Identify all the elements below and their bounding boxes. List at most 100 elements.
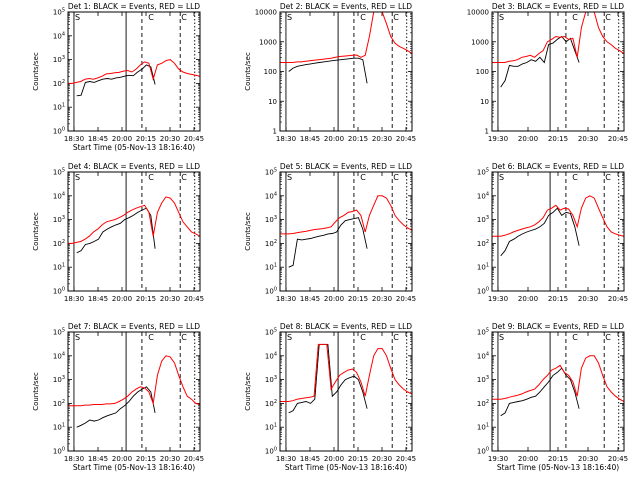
y-tick-label: 100 bbox=[476, 68, 489, 76]
y-axis-label: Counts/sec bbox=[32, 52, 40, 91]
x-tick-label: 18:30 bbox=[276, 295, 296, 303]
y-tick-label: 103 bbox=[477, 215, 489, 224]
lld-series-line bbox=[280, 195, 413, 235]
marker-label: C bbox=[605, 13, 611, 22]
y-tick-label: 10000 bbox=[467, 9, 489, 17]
panel-title: Det 8: BLACK = Events, RED = LLD bbox=[280, 322, 412, 331]
y-tick-label: 1000 bbox=[471, 38, 489, 46]
y-tick-label: 101 bbox=[477, 263, 489, 272]
y-axis-label: Counts/sec bbox=[244, 52, 252, 91]
marker-label: C bbox=[181, 333, 187, 342]
y-tick-label: 102 bbox=[53, 79, 65, 88]
plot-frame bbox=[67, 331, 201, 452]
y-tick-label: 1 bbox=[273, 128, 277, 136]
y-tick-label: 104 bbox=[53, 31, 65, 40]
marker-label: C bbox=[360, 173, 366, 182]
y-tick-label: 104 bbox=[53, 191, 65, 200]
plot-frame bbox=[279, 11, 413, 132]
y-tick-label: 105 bbox=[265, 328, 277, 337]
x-tick-label: 19:30 bbox=[488, 455, 508, 463]
events-series-line bbox=[76, 386, 156, 428]
panel-det-5: Det 5: BLACK = Events, RED = LLD Counts/s… bbox=[244, 162, 416, 303]
lld-series-line bbox=[492, 355, 625, 402]
marker-label: C bbox=[393, 13, 399, 22]
y-axis-label: Counts/sec bbox=[244, 372, 252, 411]
marker-label: C bbox=[148, 13, 154, 22]
marker-label: S bbox=[499, 333, 504, 342]
y-tick-label: 102 bbox=[265, 399, 277, 408]
marker-label: S bbox=[75, 13, 80, 22]
x-tick-label: 20:30 bbox=[578, 455, 598, 463]
x-tick-label: 20:00 bbox=[112, 455, 132, 463]
x-tick-label: 20:15 bbox=[348, 135, 368, 143]
x-tick-label: 20:00 bbox=[518, 295, 538, 303]
marker-label: C bbox=[360, 13, 366, 22]
lld-series-line bbox=[68, 355, 201, 407]
panel-det-9: Det 9: BLACK = Events, RED = LLD 100 101 10… bbox=[477, 322, 628, 472]
events-series-line bbox=[76, 207, 156, 254]
x-tick-label: 20:00 bbox=[324, 455, 344, 463]
x-tick-label: 19:30 bbox=[488, 295, 508, 303]
lld-series-line bbox=[68, 59, 201, 84]
panel-title: Det 6: BLACK = Events, RED = LLD bbox=[492, 162, 624, 171]
panel-title: Det 3: BLACK = Events, RED = LLD bbox=[492, 2, 624, 11]
lld-series-line bbox=[492, 195, 625, 237]
x-axis-label: Start Time (05-Nov-13 18:16:40) bbox=[285, 463, 407, 472]
y-tick-label: 104 bbox=[477, 191, 489, 200]
y-tick-label: 102 bbox=[53, 239, 65, 248]
marker-label: C bbox=[148, 173, 154, 182]
x-tick-label: 20:15 bbox=[136, 135, 156, 143]
y-tick-label: 104 bbox=[265, 351, 277, 360]
x-tick-label: 20:00 bbox=[324, 135, 344, 143]
plot-frame bbox=[67, 171, 201, 292]
lld-series-line bbox=[492, 11, 625, 63]
panel-det-3: Det 3: BLACK = Events, RED = LLD 1 10 100 10… bbox=[467, 2, 628, 143]
panel-title: Det 5: BLACK = Events, RED = LLD bbox=[280, 162, 412, 171]
marker-label: S bbox=[75, 173, 80, 182]
y-tick-label: 100 bbox=[265, 447, 277, 456]
panel-title: Det 4: BLACK = Events, RED = LLD bbox=[68, 162, 200, 171]
x-tick-label: 18:45 bbox=[300, 135, 320, 143]
marker-label: C bbox=[605, 333, 611, 342]
y-tick-label: 105 bbox=[477, 168, 489, 177]
y-tick-label: 100 bbox=[53, 127, 65, 136]
x-tick-label: 20:00 bbox=[324, 295, 344, 303]
y-tick-label: 1000 bbox=[259, 38, 277, 46]
marker-label: S bbox=[287, 13, 292, 22]
x-tick-label: 18:45 bbox=[88, 295, 108, 303]
y-tick-label: 10000 bbox=[255, 9, 277, 17]
plot-frame bbox=[67, 11, 201, 132]
y-tick-label: 100 bbox=[53, 287, 65, 296]
panel-det-4: Det 4: BLACK = Events, RED = LLD Counts/s… bbox=[32, 162, 204, 303]
x-tick-label: 20:30 bbox=[372, 455, 392, 463]
y-tick-label: 101 bbox=[265, 423, 277, 432]
x-tick-label: 20:45 bbox=[608, 135, 628, 143]
x-tick-label: 18:45 bbox=[300, 295, 320, 303]
y-tick-label: 102 bbox=[53, 399, 65, 408]
plot-frame bbox=[491, 171, 625, 292]
events-series-line bbox=[288, 217, 368, 268]
panel-title: Det 9: BLACK = Events, RED = LLD bbox=[492, 322, 624, 331]
y-tick-label: 102 bbox=[477, 399, 489, 408]
panel-det-8: Det 8: BLACK = Events, RED = LLD Counts/s… bbox=[244, 322, 416, 472]
x-axis-label: Start Time (05-Nov-13 18:16:40) bbox=[73, 143, 195, 152]
x-tick-label: 18:45 bbox=[88, 135, 108, 143]
x-tick-label: 20:15 bbox=[548, 295, 568, 303]
x-tick-label: 20:30 bbox=[372, 295, 392, 303]
x-tick-label: 20:00 bbox=[112, 295, 132, 303]
y-tick-label: 100 bbox=[265, 287, 277, 296]
events-series-line bbox=[500, 207, 580, 257]
y-tick-label: 100 bbox=[264, 68, 277, 76]
panel-det-2: Det 2: BLACK = Events, RED = LLD Counts/s… bbox=[244, 2, 416, 143]
plot-frame bbox=[279, 331, 413, 452]
y-tick-label: 105 bbox=[53, 8, 65, 17]
x-axis-label: Start Time (05-Nov-13 18:16:40) bbox=[497, 463, 619, 472]
x-tick-label: 20:30 bbox=[160, 135, 180, 143]
panel-title: Det 7: BLACK = Events, RED = LLD bbox=[68, 322, 200, 331]
x-tick-label: 20:00 bbox=[112, 135, 132, 143]
y-tick-label: 101 bbox=[53, 103, 65, 112]
x-tick-label: 20:45 bbox=[396, 455, 416, 463]
y-tick-label: 1 bbox=[485, 128, 489, 136]
